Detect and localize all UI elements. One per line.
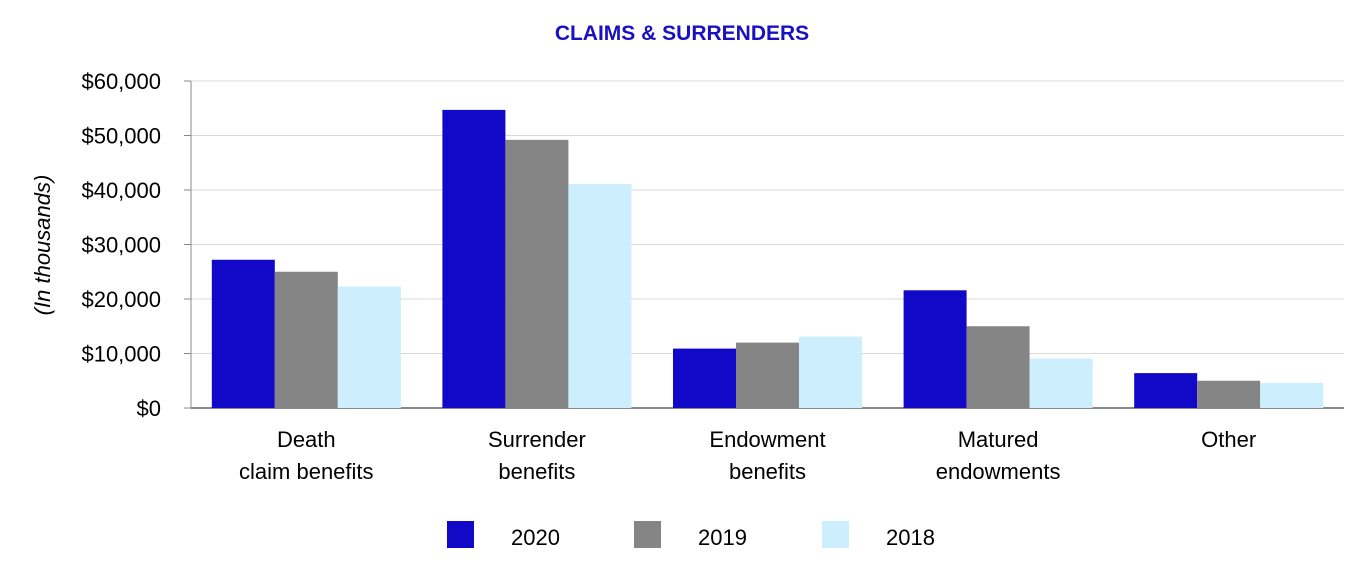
x-axis-labels: Death claim benefits Surrender benefits Endo…	[239, 427, 1256, 484]
x-tick-label: Other	[1201, 427, 1256, 452]
legend-swatch-2020	[447, 521, 474, 548]
legend-label-2019: 2019	[698, 525, 747, 550]
legend-swatch-2018	[822, 521, 849, 548]
legend: 2020 2019 2018	[447, 521, 935, 550]
y-axis: $0 $10,000 $20,000 $30,000 $40,000 $50,000 $60…	[81, 69, 1344, 421]
x-tick-label: claim benefits	[239, 459, 374, 484]
y-tick-label: $60,000	[81, 69, 161, 94]
x-tick-label: Surrender	[488, 427, 586, 452]
y-tick-label: $40,000	[81, 178, 161, 203]
y-tick-label: $20,000	[81, 287, 161, 312]
y-axis-label: (In thousands)	[30, 175, 55, 316]
bar-2020-2	[673, 348, 736, 408]
y-tick-label: $10,000	[81, 342, 161, 367]
bar-2018-2	[799, 336, 862, 408]
x-tick-label: benefits	[498, 459, 575, 484]
bar-2019-0	[274, 271, 338, 408]
y-tick-label: $50,000	[81, 124, 161, 149]
bar-2019-4	[1197, 380, 1261, 408]
x-tick-label: benefits	[729, 459, 806, 484]
legend-label-2020: 2020	[511, 525, 560, 550]
y-tick-label: $30,000	[81, 233, 161, 258]
bar-2020-0	[211, 259, 275, 408]
x-tick-label: endowments	[936, 459, 1061, 484]
bars	[211, 109, 1324, 409]
bar-2019-2	[736, 342, 799, 408]
x-tick-label: Endowment	[709, 427, 825, 452]
bar-2020-3	[903, 290, 967, 408]
bar-2020-1	[442, 109, 506, 408]
bar-2019-3	[966, 326, 1030, 408]
x-tick-label: Matured	[958, 427, 1039, 452]
legend-label-2018: 2018	[886, 525, 935, 550]
bar-2018-3	[1029, 358, 1093, 408]
bar-2019-1	[505, 139, 569, 409]
bar-2018-4	[1260, 382, 1324, 408]
legend-swatch-2019	[634, 521, 661, 548]
bar-2018-1	[568, 184, 632, 408]
chart-title: CLAIMS & SURRENDERS	[555, 22, 809, 45]
bar-2020-4	[1134, 373, 1198, 408]
y-tick-label: $0	[137, 396, 161, 421]
x-tick-label: Death	[277, 427, 336, 452]
bar-2018-0	[337, 286, 401, 408]
